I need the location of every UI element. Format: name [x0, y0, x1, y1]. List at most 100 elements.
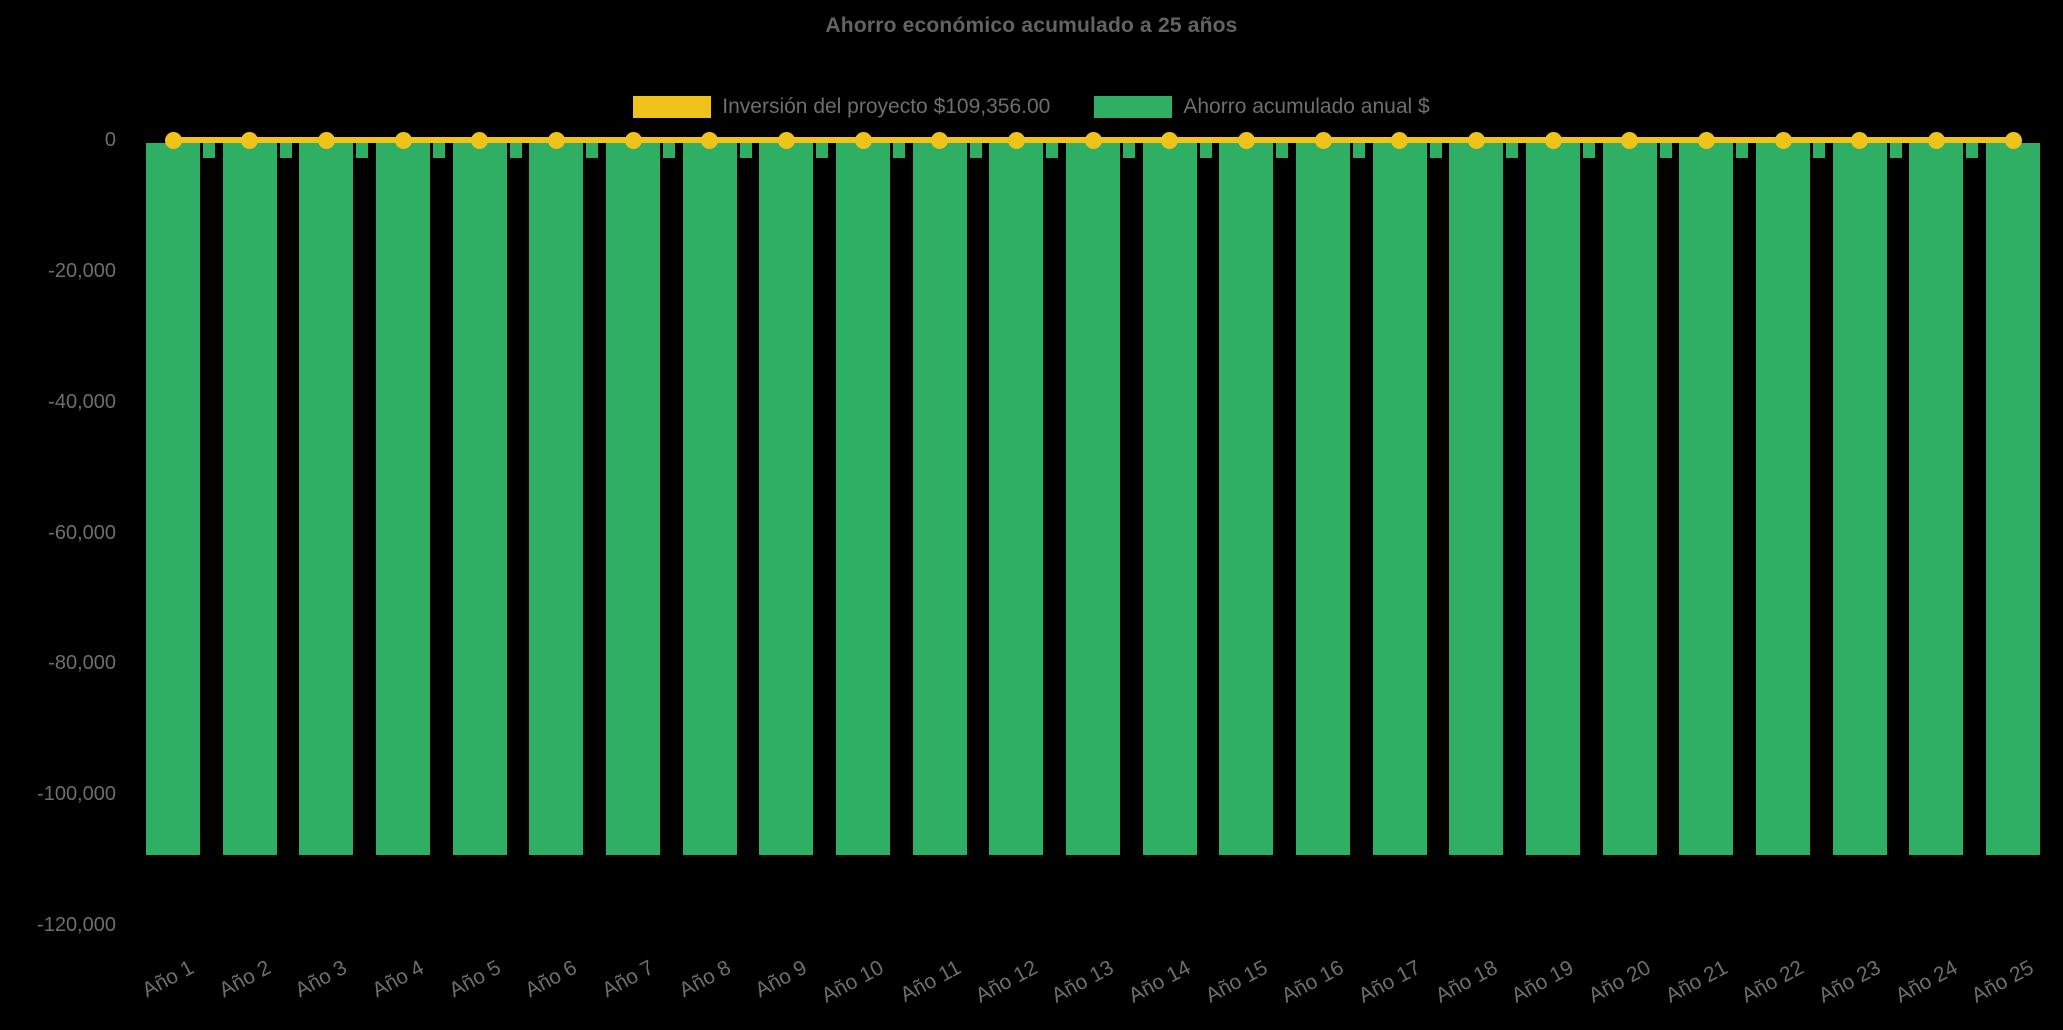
- bar-año-10: [836, 143, 890, 856]
- bar-gap-strip: [1276, 143, 1289, 158]
- bar-gap-strip: [433, 143, 445, 158]
- investment-point: [1467, 131, 1485, 149]
- x-axis-tick-label: Año 7: [598, 956, 658, 1003]
- investment-point: [317, 131, 335, 149]
- investment-point: [1851, 131, 1869, 149]
- x-axis-tick-label: Año 9: [751, 956, 812, 1003]
- investment-point: [1314, 131, 1332, 149]
- bar-gap-strip: [1583, 143, 1595, 158]
- bar-gap-strip: [1659, 143, 1672, 158]
- bar-año-12: [989, 143, 1044, 856]
- bar-gap-strip: [893, 143, 905, 158]
- chart-title: Ahorro económico acumulado a 25 años: [825, 14, 1238, 37]
- bar-gap-strip: [816, 143, 829, 158]
- bar-año-22: [1756, 143, 1810, 856]
- x-axis-tick-label: Año 10: [818, 956, 888, 1008]
- investment-point: [547, 131, 565, 149]
- y-axis-tick-label: -20,000: [48, 259, 116, 282]
- bar-año-13: [1066, 143, 1120, 856]
- bar-gap-strip: [1123, 143, 1135, 158]
- investment-point: [1237, 131, 1255, 149]
- bar-gap-strip: [356, 143, 369, 158]
- bar-gap-strip: [586, 143, 599, 158]
- legend-swatch-icon: [633, 96, 712, 118]
- x-axis-tick-label: Año 18: [1431, 956, 1502, 1008]
- investment-point: [931, 131, 949, 149]
- y-axis-tick-label: -100,000: [37, 783, 116, 806]
- bar-año-25: [1986, 143, 2040, 856]
- investment-point: [1084, 131, 1102, 149]
- x-axis-tick-label: Año 16: [1278, 956, 1348, 1008]
- bar-año-15: [1219, 143, 1274, 856]
- x-axis-tick-label: Año 1: [138, 956, 198, 1003]
- investment-point: [1927, 131, 1945, 149]
- y-axis-tick-label: -40,000: [48, 390, 116, 413]
- bar-gap-strip: [1736, 143, 1749, 158]
- bar-año-11: [912, 143, 967, 856]
- investment-point: [164, 131, 182, 149]
- bar-gap-strip: [1199, 143, 1212, 158]
- x-axis-tick-label: Año 13: [1048, 956, 1118, 1008]
- bar-gap-strip: [203, 143, 215, 158]
- bar-gap-strip: [969, 143, 982, 158]
- bar-año-4: [376, 143, 430, 856]
- x-axis-tick-label: Año 24: [1891, 956, 1962, 1008]
- bar-año-6: [529, 143, 584, 856]
- bar-gap-strip: [739, 143, 752, 158]
- bar-gap-strip: [1046, 143, 1059, 158]
- y-axis-tick-label: -80,000: [48, 652, 116, 675]
- x-axis-tick-label: Año 12: [971, 956, 1042, 1008]
- bar-año-1: [146, 143, 200, 856]
- bar-año-8: [682, 143, 737, 856]
- legend-item-savings[interactable]: Ahorro acumulado anual $: [1094, 95, 1430, 119]
- bar-año-3: [299, 143, 354, 856]
- bar-año-20: [1602, 143, 1657, 856]
- investment-point: [1697, 131, 1715, 149]
- legend-item-investment[interactable]: Inversión del proyecto $109,356.00: [633, 95, 1050, 119]
- bar-año-7: [606, 143, 660, 856]
- bar-año-21: [1679, 143, 1734, 856]
- bar-año-19: [1526, 143, 1580, 856]
- bar-gap-strip: [1353, 143, 1365, 158]
- bar-año-14: [1142, 143, 1197, 856]
- x-axis-tick-label: Año 4: [368, 956, 428, 1003]
- investment-point: [1621, 131, 1639, 149]
- x-axis-tick-label: Año 8: [675, 956, 735, 1003]
- bar-año-16: [1296, 143, 1350, 856]
- investment-point: [1007, 131, 1025, 149]
- y-axis-tick-label: -60,000: [48, 521, 116, 544]
- bar-gap-strip: [1506, 143, 1519, 158]
- x-axis-tick-label: Año 25: [1968, 956, 2038, 1008]
- x-axis-tick-label: Año 20: [1584, 956, 1655, 1008]
- bar-año-2: [222, 143, 277, 856]
- investment-point: [1391, 131, 1409, 149]
- bar-gap-strip: [1429, 143, 1442, 158]
- investment-point: [701, 131, 719, 149]
- investment-point: [1161, 131, 1179, 149]
- investment-point: [241, 131, 259, 149]
- bar-año-9: [759, 143, 814, 856]
- x-axis-tick-label: Año 19: [1508, 956, 1578, 1008]
- bar-gap-strip: [663, 143, 675, 158]
- x-axis-tick-label: Año 22: [1738, 956, 1808, 1008]
- x-axis-tick-label: Año 6: [521, 956, 582, 1003]
- investment-point: [854, 131, 872, 149]
- bar-gap-strip: [1889, 143, 1902, 158]
- x-axis-tick-label: Año 21: [1661, 956, 1732, 1008]
- bar-año-17: [1372, 143, 1427, 856]
- investment-point: [777, 131, 795, 149]
- y-axis-tick-label: 0: [104, 129, 116, 151]
- x-axis-tick-label: Año 11: [896, 956, 965, 1007]
- x-axis-tick-label: Año 3: [291, 956, 352, 1003]
- y-axis-tick-label: -120,000: [37, 914, 116, 936]
- bar-año-23: [1832, 143, 1887, 856]
- legend-label: Ahorro acumulado anual $: [1183, 95, 1430, 118]
- investment-point: [2004, 131, 2022, 149]
- x-axis-tick-label: Año 14: [1124, 956, 1195, 1008]
- legend-swatch-icon: [1094, 96, 1173, 118]
- investment-point: [1544, 131, 1562, 149]
- x-axis-tick-label: Año 2: [215, 956, 275, 1003]
- bar-año-24: [1909, 143, 1964, 856]
- investment-point: [1774, 131, 1792, 149]
